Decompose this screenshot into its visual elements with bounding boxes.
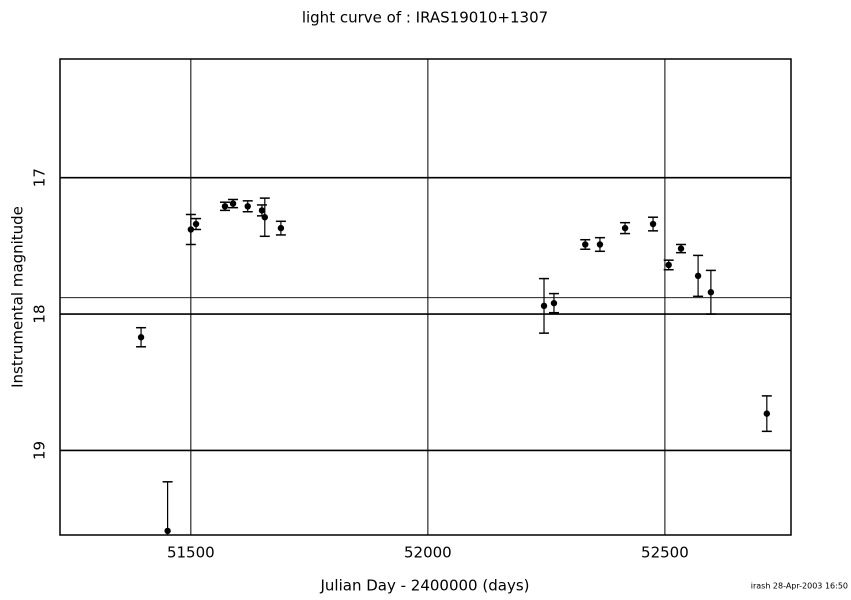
x-tick-label: 52500	[641, 544, 689, 562]
data-point	[258, 207, 266, 214]
data-point	[192, 220, 200, 228]
data-point	[596, 241, 604, 248]
data-point	[621, 224, 629, 232]
footer: irash 28-Apr-2003 16:50	[751, 582, 848, 591]
data-point	[707, 289, 715, 296]
data-point	[164, 527, 171, 535]
x-axis-label: Julian Day - 2400000 (days)	[320, 577, 530, 595]
data-point	[582, 241, 589, 248]
data-point	[694, 272, 702, 280]
y-tick-label: 19	[31, 441, 49, 460]
data-point	[665, 261, 672, 269]
y-tick-label: 18	[31, 305, 49, 324]
data-point	[540, 302, 548, 310]
data-point	[221, 203, 229, 210]
data-point	[137, 334, 145, 341]
data-point	[677, 245, 685, 252]
chart-title: light curve of : IRAS19010+1307	[302, 9, 548, 27]
x-tick-label: 51500	[167, 544, 215, 562]
y-tick-label: 17	[31, 168, 49, 187]
x-tick-label: 52000	[404, 544, 452, 562]
data-point	[244, 203, 251, 210]
plot-area	[136, 197, 772, 535]
data-point	[649, 220, 657, 228]
data-point	[277, 224, 285, 232]
data-point	[763, 410, 771, 417]
data-point	[261, 214, 268, 221]
y-axis-label: Instrumental magnitude	[9, 206, 27, 388]
plot-frame	[59, 58, 792, 536]
data-point	[229, 200, 237, 207]
data-point	[550, 299, 558, 307]
